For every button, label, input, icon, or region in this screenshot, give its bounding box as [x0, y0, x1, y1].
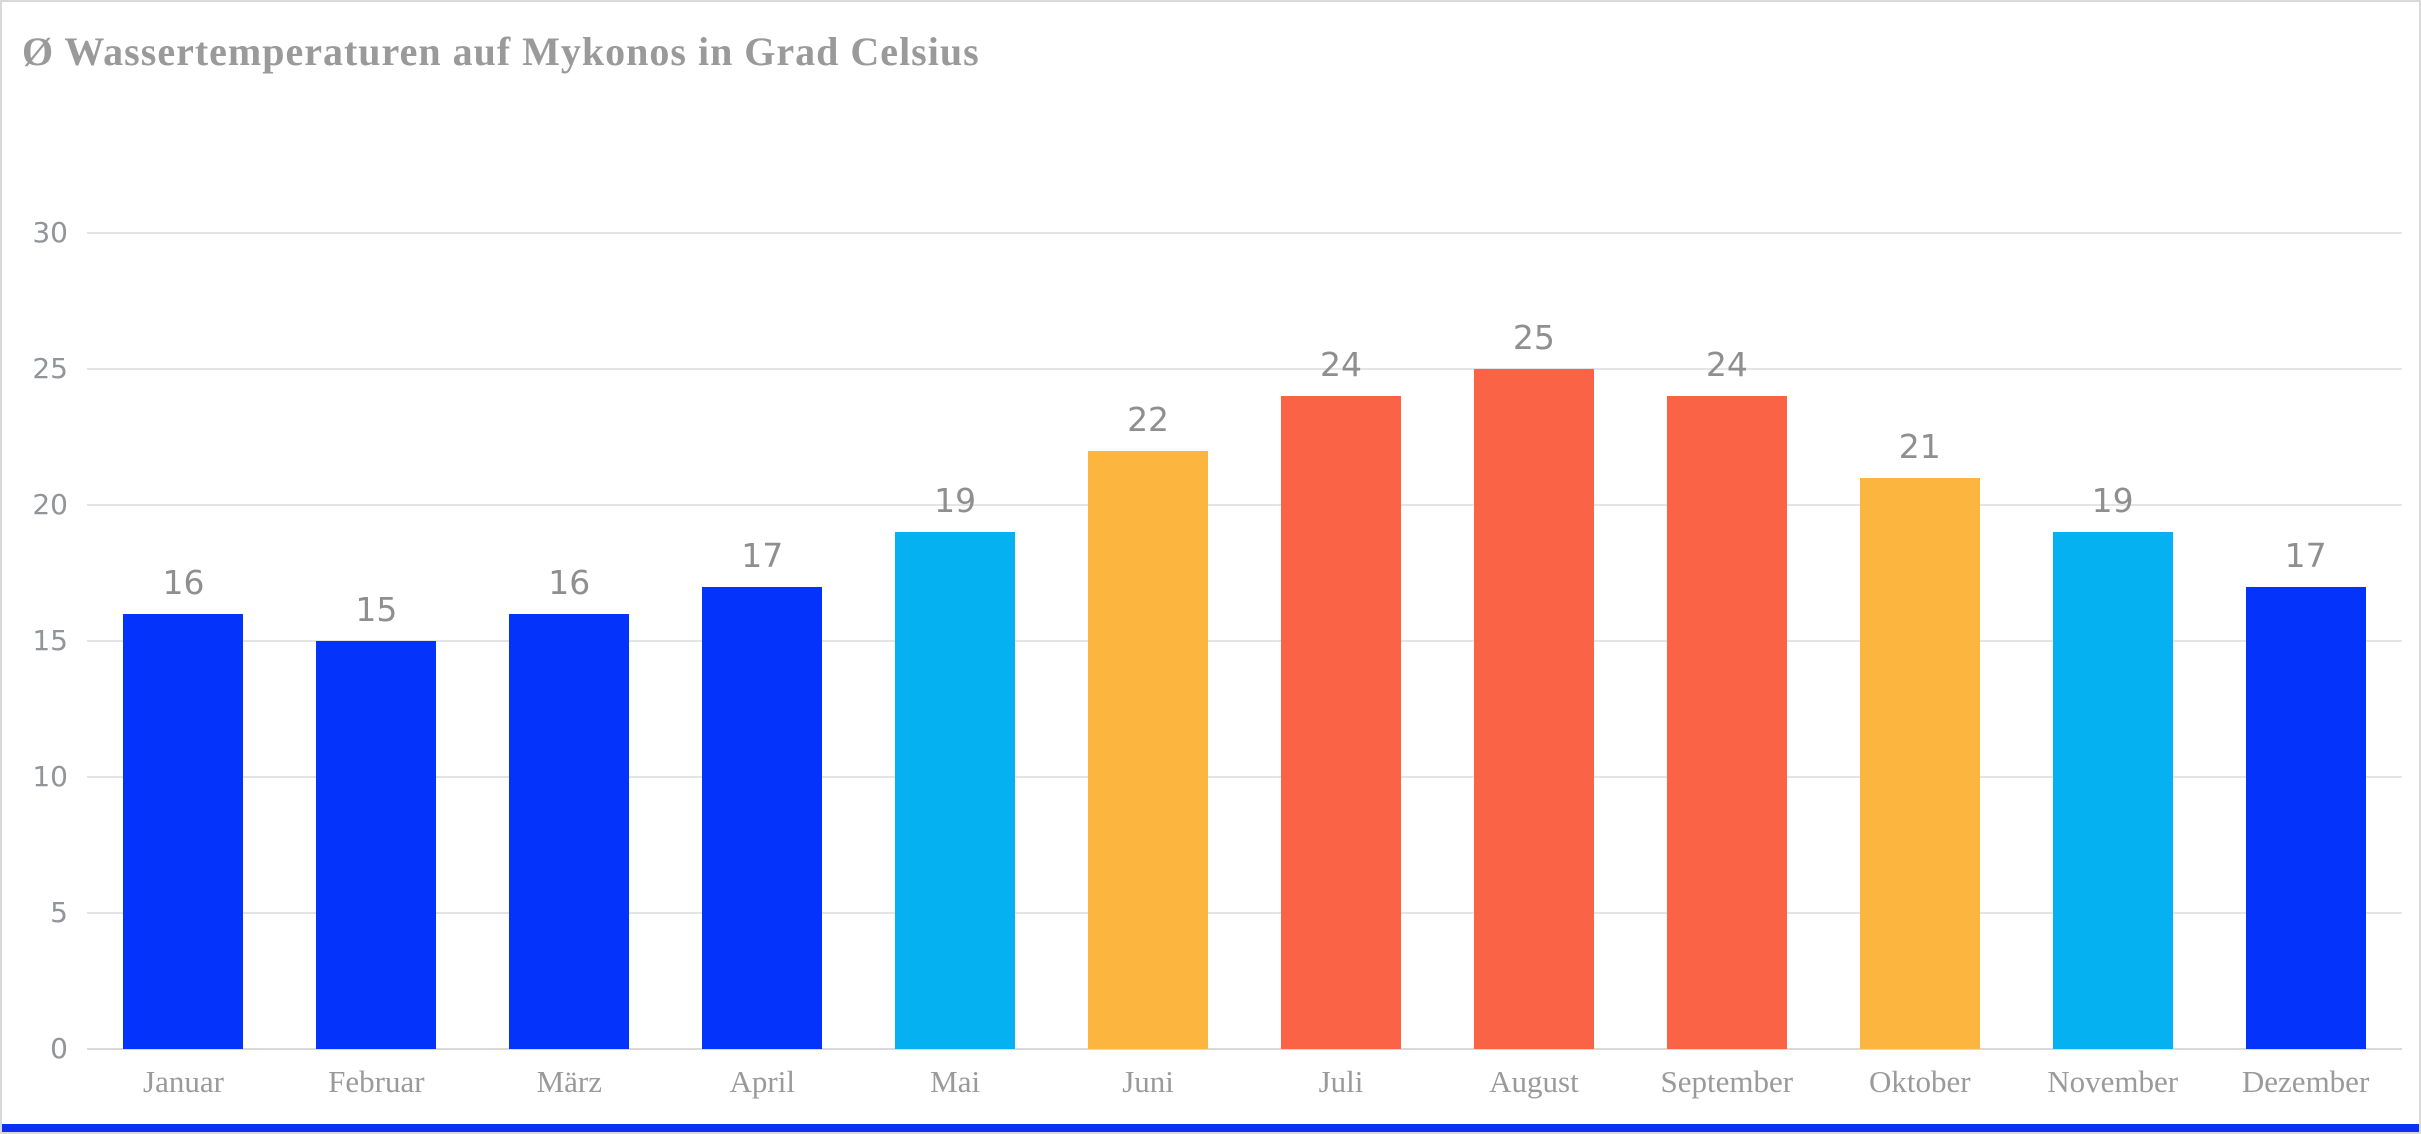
x-tick-label-november: November: [2047, 1064, 2179, 1099]
bar-märz[interactable]: [509, 613, 630, 1049]
y-tick-label-10: 10: [32, 760, 68, 793]
bar-slot-märz: 16: [473, 233, 666, 1049]
bar-value-label-november: 19: [2091, 481, 2134, 521]
bar-juli[interactable]: [1280, 396, 1401, 1049]
bar-slot-november: 19: [2016, 233, 2209, 1049]
gridline-0: [87, 1048, 2402, 1050]
x-tick-label-september: September: [1660, 1064, 1794, 1099]
x-tick-label-februar: Februar: [328, 1064, 425, 1099]
bar-slot-januar: 16: [87, 233, 280, 1049]
bar-value-label-september: 24: [1705, 345, 1748, 385]
x-tick-label-august: August: [1489, 1064, 1579, 1099]
bar-value-label-oktober: 21: [1898, 426, 1941, 466]
bar-dezember[interactable]: [2245, 586, 2366, 1049]
bar-value-label-juni: 22: [1127, 399, 1170, 439]
gridline-30: [87, 232, 2402, 234]
y-tick-label-25: 25: [32, 352, 68, 385]
bar-juni[interactable]: [1088, 450, 1209, 1049]
x-tick-label-juli: Juli: [1318, 1064, 1364, 1099]
bar-mai[interactable]: [895, 532, 1016, 1049]
bar-value-label-april: 17: [741, 535, 784, 575]
x-tick-label-märz: März: [536, 1064, 602, 1099]
bar-slot-februar: 15: [280, 233, 473, 1049]
x-tick-label-april: April: [729, 1064, 795, 1099]
x-tick-label-mai: Mai: [930, 1064, 981, 1099]
gridline-10: [87, 776, 2402, 778]
bar-slot-dezember: 17: [2209, 233, 2402, 1049]
bar-value-label-januar: 16: [162, 562, 205, 602]
x-tick-label-juni: Juni: [1122, 1064, 1174, 1099]
gridline-20: [87, 504, 2402, 506]
y-tick-label-20: 20: [32, 488, 68, 521]
bar-januar[interactable]: [123, 613, 244, 1049]
bar-slot-juli: 24: [1245, 233, 1438, 1049]
y-tick-label-15: 15: [32, 624, 68, 657]
x-axis: Januar Februar März April Mai Juni Juli August S…: [87, 1064, 2402, 1100]
bar-april[interactable]: [702, 586, 823, 1049]
bottom-accent-bar: [2, 1124, 2419, 1132]
y-tick-label-0: 0: [50, 1032, 68, 1065]
bar-value-label-august: 25: [1512, 318, 1555, 357]
bar-value-label-märz: 16: [548, 562, 591, 602]
bar-august[interactable]: [1473, 369, 1594, 1049]
gridline-25: [87, 368, 2402, 370]
bars-row: 16 15 16 17 19 22 24 25 24 21 19 17: [87, 233, 2402, 1049]
bar-slot-oktober: 21: [1823, 233, 2016, 1049]
bar-november[interactable]: [2052, 532, 2173, 1049]
bar-slot-mai: 19: [859, 233, 1052, 1049]
bar-september[interactable]: [1666, 396, 1787, 1049]
x-tick-label-oktober: Oktober: [1868, 1064, 1971, 1099]
bar-februar[interactable]: [316, 641, 437, 1049]
y-tick-label-5: 5: [50, 896, 68, 929]
bar-value-label-juli: 24: [1319, 345, 1362, 385]
bar-value-label-februar: 15: [355, 590, 398, 629]
x-tick-label-dezember: Dezember: [2241, 1064, 2370, 1099]
bar-slot-juni: 22: [1052, 233, 1245, 1049]
chart-title: Ø Wassertemperaturen auf Mykonos in Grad…: [22, 29, 980, 74]
bar-oktober[interactable]: [1859, 477, 1980, 1049]
gridline-5: [87, 912, 2402, 914]
bar-value-label-dezember: 17: [2284, 535, 2327, 575]
bar-slot-september: 24: [1630, 233, 1823, 1049]
y-tick-label-30: 30: [32, 216, 68, 249]
bar-slot-april: 17: [666, 233, 859, 1049]
bar-slot-august: 25: [1437, 233, 1630, 1049]
gridline-15: [87, 640, 2402, 642]
bar-value-label-mai: 19: [934, 481, 977, 521]
x-tick-label-januar: Januar: [143, 1064, 224, 1099]
plot-area: 16 15 16 17 19 22 24 25 24 21 19 17: [87, 232, 2402, 1050]
